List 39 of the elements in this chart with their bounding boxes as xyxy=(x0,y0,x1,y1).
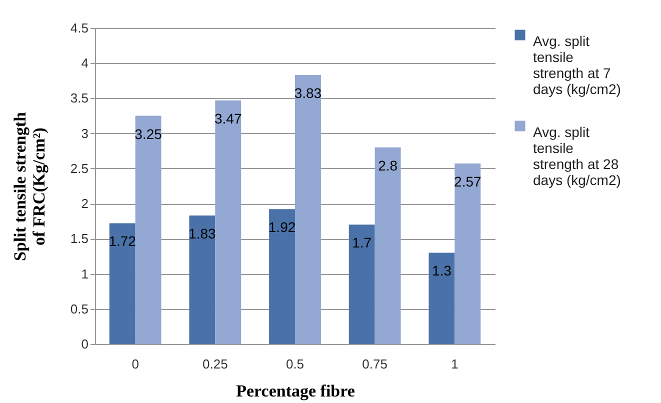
y-axis-title: Split tensile strength of FRC(Kg/cm²) xyxy=(10,112,48,261)
y-tick-label: 3 xyxy=(81,126,88,141)
y-tick-label: 1.5 xyxy=(70,231,88,246)
bar xyxy=(428,252,455,344)
y-tick-label: 0 xyxy=(81,336,88,352)
bar xyxy=(295,75,321,344)
y-tick-label: 2.5 xyxy=(70,160,88,176)
legend-label: Avg. split tensile strength at 28 days (kg/cm2) xyxy=(533,124,621,188)
bar xyxy=(454,164,481,344)
x-tick-label: 0.25 xyxy=(202,356,228,372)
data-label: 1.72 xyxy=(108,233,136,250)
data-label: 1.83 xyxy=(188,225,216,242)
y-tick-label: 3.5 xyxy=(70,90,88,106)
y-tick-label: 1 xyxy=(81,266,88,282)
data-label: 3.25 xyxy=(134,126,162,142)
data-label: 2.8 xyxy=(378,157,398,174)
y-tick-label: 0.5 xyxy=(70,301,88,316)
y-tick-label: 4 xyxy=(81,56,88,71)
data-label: 1.92 xyxy=(268,219,296,236)
bar xyxy=(215,100,242,344)
x-tick-label: 0 xyxy=(132,356,139,372)
bar xyxy=(374,147,401,344)
x-tick-label: 1 xyxy=(451,356,458,372)
bar xyxy=(348,224,375,344)
legend-label: Avg. split tensile strength at 7 days (kg/cm2) xyxy=(533,33,621,97)
bar xyxy=(189,215,216,344)
data-label: 1.3 xyxy=(432,262,452,279)
x-tick-label: 0.75 xyxy=(362,356,388,372)
data-label: 1.7 xyxy=(352,234,372,251)
x-axis-title: Percentage fibre xyxy=(236,382,356,400)
bar xyxy=(135,116,162,344)
data-label: 3.47 xyxy=(214,110,242,126)
y-tick-label: 4.5 xyxy=(70,20,88,36)
data-label: 3.83 xyxy=(294,85,322,102)
bar xyxy=(269,209,295,344)
x-tick-label: 0.5 xyxy=(286,356,304,372)
bar xyxy=(109,223,136,344)
data-label: 2.57 xyxy=(454,174,482,190)
y-tick-label: 2 xyxy=(81,196,88,212)
